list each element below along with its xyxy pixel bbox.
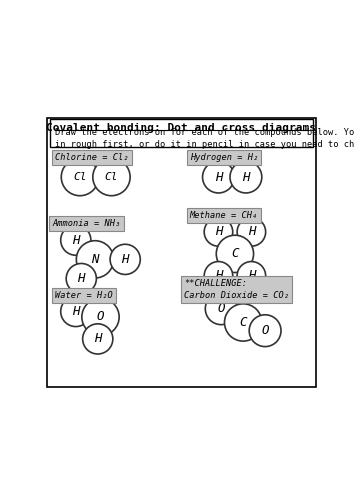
Circle shape — [61, 158, 98, 196]
Circle shape — [76, 240, 114, 278]
Text: H: H — [215, 170, 222, 183]
Circle shape — [66, 264, 96, 294]
FancyBboxPatch shape — [47, 118, 316, 387]
FancyBboxPatch shape — [50, 120, 313, 147]
Circle shape — [202, 161, 234, 193]
Circle shape — [61, 296, 91, 326]
Text: H: H — [78, 272, 85, 285]
Text: N: N — [91, 253, 99, 266]
Circle shape — [216, 235, 253, 273]
Circle shape — [204, 262, 233, 290]
Text: Cl: Cl — [73, 172, 87, 182]
Text: Covalent bonding: Dot and cross diagrams: Covalent bonding: Dot and cross diagrams — [46, 122, 316, 132]
Circle shape — [205, 293, 237, 324]
Circle shape — [230, 161, 262, 193]
Text: H: H — [72, 305, 80, 318]
Text: H: H — [242, 170, 250, 183]
Text: Chlorine = Cl₂: Chlorine = Cl₂ — [55, 154, 129, 162]
Text: H: H — [248, 270, 255, 282]
Circle shape — [93, 158, 130, 196]
Circle shape — [110, 244, 140, 274]
Text: Cl: Cl — [105, 172, 118, 182]
Circle shape — [61, 225, 91, 255]
Text: **CHALLENGE:
Carbon Dioxide = CO₂: **CHALLENGE: Carbon Dioxide = CO₂ — [184, 279, 289, 300]
Text: H: H — [121, 253, 129, 266]
Circle shape — [224, 304, 262, 341]
Circle shape — [249, 315, 281, 346]
Text: O: O — [217, 302, 225, 315]
Circle shape — [204, 218, 233, 246]
Text: H: H — [215, 270, 222, 282]
Circle shape — [82, 298, 119, 336]
Text: Ammonia = NH₃: Ammonia = NH₃ — [52, 219, 121, 228]
Text: H: H — [72, 234, 80, 246]
Text: Draw the electrons on for each of the compounds below. You might need to do it
i: Draw the electrons on for each of the co… — [55, 128, 354, 149]
Circle shape — [237, 218, 266, 246]
Text: O: O — [261, 324, 269, 337]
Text: Water = H₂O: Water = H₂O — [55, 290, 113, 300]
Text: H: H — [215, 226, 222, 238]
Text: Hydrogen = H₂: Hydrogen = H₂ — [190, 154, 258, 162]
Text: C: C — [231, 248, 239, 260]
Text: H: H — [248, 226, 255, 238]
Circle shape — [83, 324, 113, 354]
Text: C: C — [239, 316, 247, 329]
Text: H: H — [94, 332, 102, 345]
Text: Methane = CH₄: Methane = CH₄ — [190, 211, 258, 220]
Circle shape — [237, 262, 266, 290]
Text: O: O — [97, 310, 104, 324]
